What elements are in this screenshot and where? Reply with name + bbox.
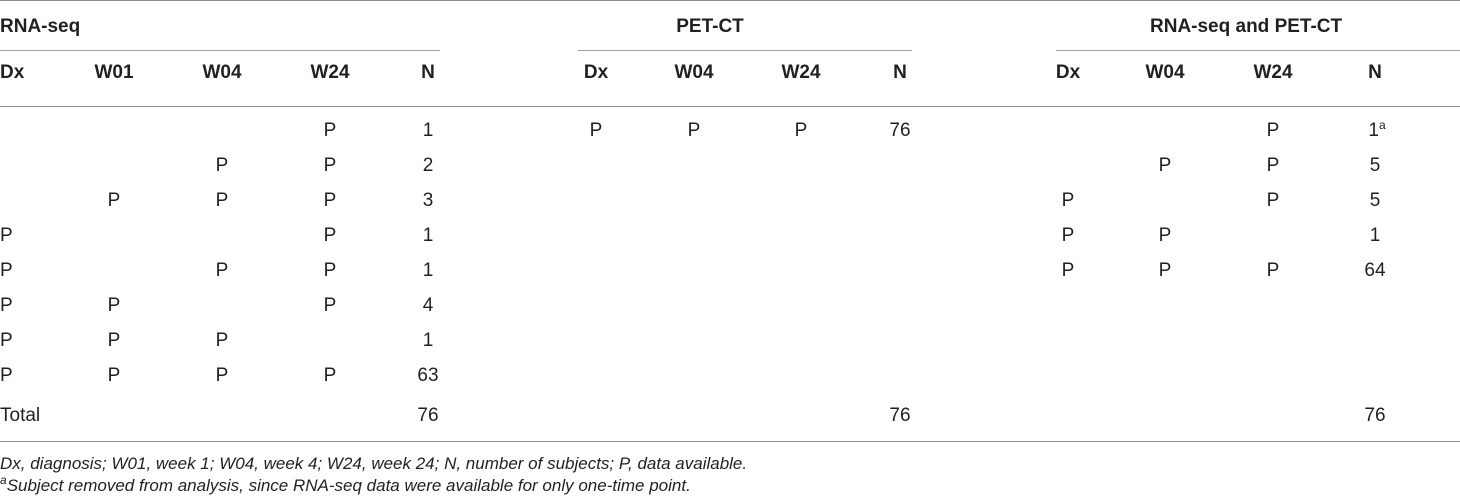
cell-rnaseq-n: 1 [422, 225, 434, 246]
cell-rnaseq-n: 1 [422, 260, 434, 281]
cell-rnaseq-n: 1 [422, 330, 434, 351]
cell-rnaseq-w24: P [323, 225, 337, 246]
cell-rnaseq-dx: P [0, 330, 13, 351]
cell-rnaseq-w04: P [215, 260, 229, 281]
table-row: P 1 [0, 120, 1460, 154]
cell-both-w24: P [1266, 190, 1280, 211]
table-row: P P 1 [0, 225, 1460, 259]
cell-both-n-value: 1 [1368, 120, 1379, 141]
table-row: P P P 1 [0, 330, 1460, 364]
col-header-both-w24: W24 [1253, 62, 1293, 83]
group-rule-petct [578, 50, 912, 51]
cell-rnaseq-w01: P [107, 295, 121, 316]
footnote-a-mark: a [0, 473, 7, 487]
cell-both-n: 5 [1369, 190, 1381, 211]
table-row: P 1a [0, 118, 1460, 154]
cell-rnaseq-n: 4 [422, 295, 434, 316]
col-header-both-n: N [1368, 62, 1382, 83]
col-header-rnaseq-w01: W01 [94, 62, 134, 83]
table-bottom-rule [0, 441, 1460, 442]
cell-petct-n: 76 [889, 120, 911, 141]
col-header-rnaseq-w24: W24 [310, 62, 350, 83]
cell-both-w04: P [1158, 260, 1172, 281]
cell-rnaseq-dx: P [0, 260, 13, 281]
total-label: Total [0, 405, 41, 426]
cell-rnaseq-n: 63 [417, 365, 439, 386]
total-row: Total 76 76 76 [0, 405, 1460, 439]
table-row: P P P 1 [0, 260, 1460, 294]
cell-rnaseq-w04: P [215, 365, 229, 386]
cell-both-dx: P [1061, 260, 1075, 281]
group-header-both: RNA-seq and PET-CT [1150, 16, 1343, 37]
total-rnaseq: 76 [417, 405, 439, 426]
cell-rnaseq-w01: P [107, 330, 121, 351]
cell-both-w24: P [1266, 120, 1280, 141]
table-row: P P 2 [0, 155, 1460, 189]
col-header-petct-w24: W24 [781, 62, 821, 83]
cell-rnaseq-w24: P [323, 365, 337, 386]
cell-both-n: 64 [1364, 260, 1386, 281]
cell-rnaseq-w24: P [323, 260, 337, 281]
table-row: P P P 3 [0, 190, 1460, 224]
cell-rnaseq-w24: P [323, 120, 337, 141]
cell-both-w24: P [1266, 260, 1280, 281]
cell-rnaseq-w24: P [323, 190, 337, 211]
cell-rnaseq-n: 2 [422, 155, 434, 176]
cell-rnaseq-w04: P [215, 155, 229, 176]
cell-both-dx: P [1061, 225, 1075, 246]
footnote-abbreviations: Dx, diagnosis; W01, week 1; W04, week 4;… [0, 454, 748, 473]
cell-both-w24: P [1266, 155, 1280, 176]
footnote-a: aSubject removed from analysis, since RN… [0, 473, 691, 496]
col-header-both-dx: Dx [1055, 62, 1081, 83]
cell-both-dx: P [1061, 190, 1075, 211]
table-row: P P 5 [0, 155, 1460, 189]
cell-rnaseq-dx: P [0, 295, 13, 316]
cell-petct-w24: P [794, 120, 808, 141]
col-header-petct-dx: Dx [583, 62, 609, 83]
table-top-rule [0, 0, 1460, 1]
cell-rnaseq-w01: P [107, 190, 121, 211]
cell-both-n: 5 [1369, 155, 1381, 176]
table-row: P P P 4 [0, 295, 1460, 329]
footnote-marker-a: a [1378, 118, 1386, 132]
group-rule-rnaseq [0, 50, 440, 51]
footnote-a-text: Subject removed from analysis, since RNA… [6, 476, 691, 495]
col-header-petct-w04: W04 [674, 62, 714, 83]
col-header-rnaseq-w04: W04 [202, 62, 242, 83]
table-row: P P 1 [0, 225, 1460, 259]
cell-petct-w04: P [687, 120, 701, 141]
table-row: P P P 76 [0, 120, 1460, 154]
group-header-petct: PET-CT [676, 16, 744, 37]
cell-rnaseq-w24: P [323, 295, 337, 316]
table-row: P P P 64 [0, 260, 1460, 294]
cell-both-w04: P [1158, 155, 1172, 176]
cell-rnaseq-dx: P [0, 225, 13, 246]
col-header-rnaseq-dx: Dx [0, 62, 25, 83]
cell-both-n: 1 [1369, 225, 1381, 246]
header-bottom-rule [0, 106, 1460, 107]
total-both: 76 [1364, 405, 1386, 426]
cell-petct-dx: P [589, 120, 603, 141]
cell-both-w04: P [1158, 225, 1172, 246]
col-header-rnaseq-n: N [421, 62, 435, 83]
col-header-petct-n: N [893, 62, 907, 83]
cell-rnaseq-w04: P [215, 330, 229, 351]
col-header-both-w04: W04 [1145, 62, 1185, 83]
cell-rnaseq-w04: P [215, 190, 229, 211]
table-row: P P P P 63 [0, 365, 1460, 399]
group-rule-both [1056, 50, 1460, 51]
group-header-rnaseq: RNA-seq [0, 16, 81, 37]
cell-rnaseq-w01: P [107, 365, 121, 386]
cell-rnaseq-w24: P [323, 155, 337, 176]
table-row: P P 5 [0, 190, 1460, 224]
cell-rnaseq-n: 3 [422, 190, 434, 211]
total-petct: 76 [889, 405, 911, 426]
cell-rnaseq-dx: P [0, 365, 13, 386]
cell-rnaseq-n: 1 [422, 120, 434, 141]
cell-both-n: 1a [1345, 118, 1409, 142]
